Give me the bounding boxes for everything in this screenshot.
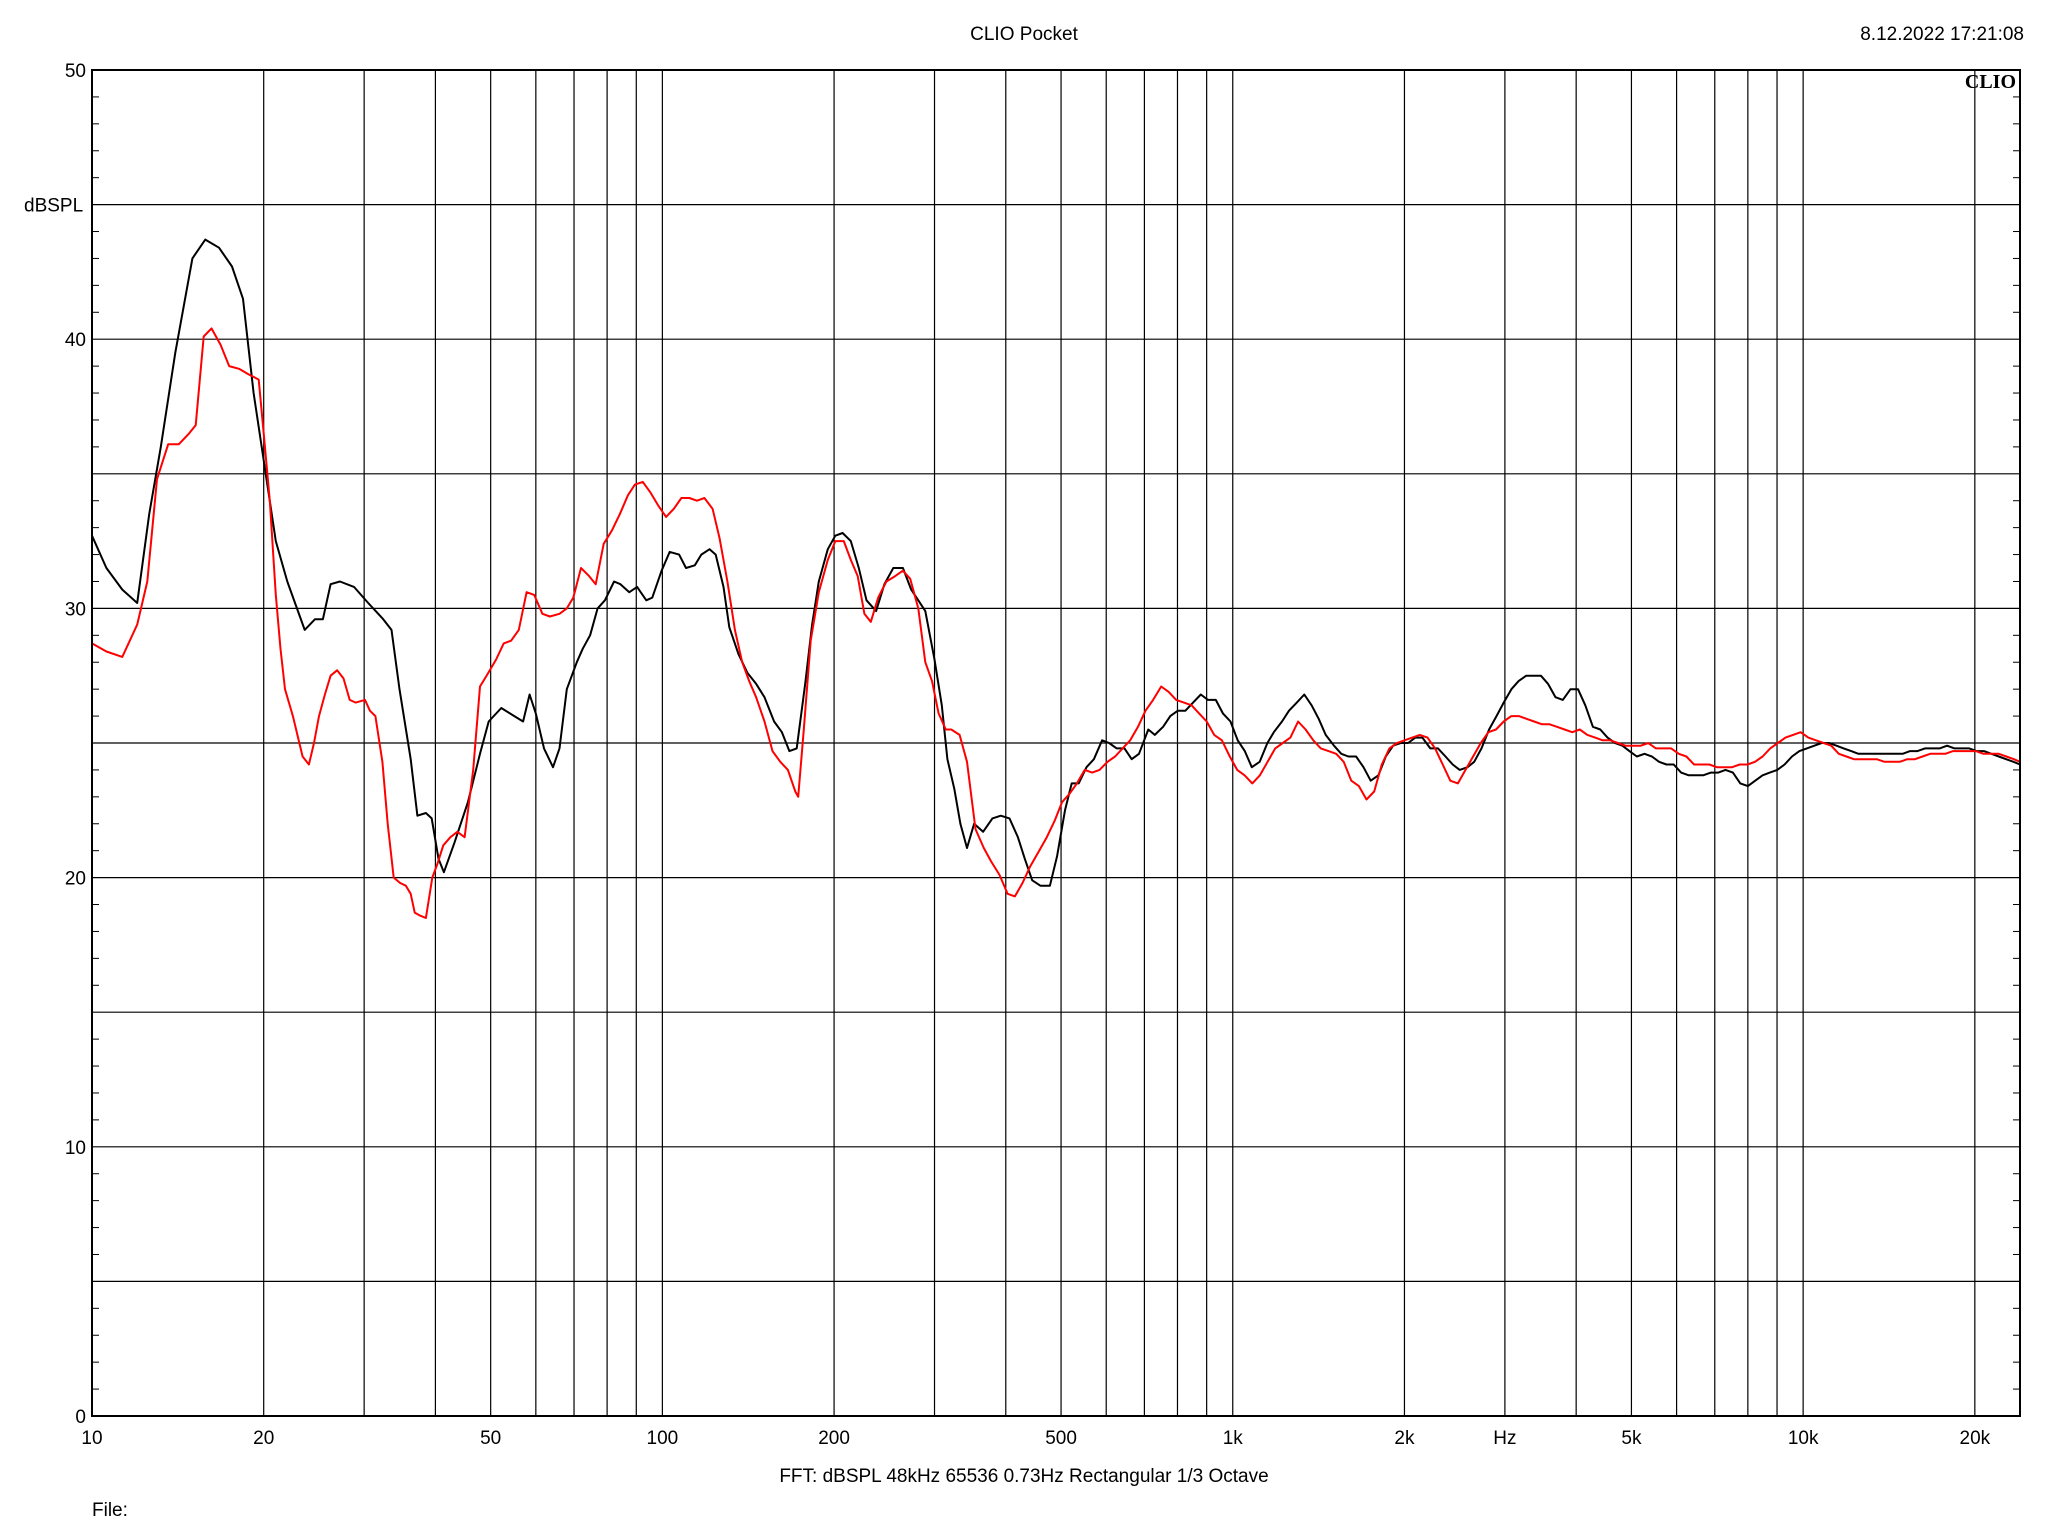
chart-title: CLIO Pocket <box>970 24 1078 45</box>
x-axis-unit-label: Hz <box>1493 1428 1516 1449</box>
x-tick-label: 10k <box>1788 1428 1819 1449</box>
x-tick-label: 10 <box>81 1428 102 1449</box>
x-tick-label: 5k <box>1621 1428 1642 1449</box>
y-tick-label: 20 <box>65 869 86 890</box>
y-tick-label: 0 <box>75 1407 86 1428</box>
y-axis-label: dBSPL <box>24 196 83 217</box>
plot-frame <box>91 69 2021 1417</box>
x-tick-label: 20 <box>253 1428 274 1449</box>
y-tick-label: 30 <box>65 599 86 620</box>
clio-logo: CLIO <box>1965 71 2016 93</box>
series-lines <box>91 238 2021 919</box>
file-label: File: <box>92 1500 128 1521</box>
x-tick-label: 500 <box>1045 1428 1077 1449</box>
grid <box>91 70 2020 1416</box>
x-tick-label: 20k <box>1960 1428 1991 1449</box>
measurement-settings: FFT: dBSPL 48kHz 65536 0.73Hz Rectangula… <box>779 1466 1269 1487</box>
y-tick-label: 50 <box>65 61 86 82</box>
y-tick-label: 10 <box>65 1138 86 1159</box>
x-tick-label: 100 <box>647 1428 679 1449</box>
series-line-1 <box>91 238 2021 887</box>
x-tick-label: 50 <box>480 1428 501 1449</box>
x-tick-label: 200 <box>818 1428 850 1449</box>
timestamp: 8.12.2022 17:21:08 <box>1860 24 2024 45</box>
series-line-2 <box>91 327 2021 919</box>
x-tick-label: 1k <box>1223 1428 1244 1449</box>
y-tick-label: 40 <box>65 330 86 351</box>
x-tick-label: 2k <box>1394 1428 1415 1449</box>
